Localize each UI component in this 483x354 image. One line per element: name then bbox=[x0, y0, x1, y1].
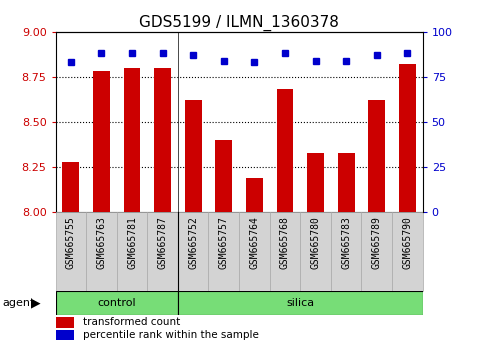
Text: GSM665764: GSM665764 bbox=[249, 216, 259, 269]
Text: control: control bbox=[98, 298, 136, 308]
Text: silica: silica bbox=[286, 298, 314, 308]
Bar bbox=[154, 68, 171, 212]
Bar bbox=[147, 212, 178, 291]
Bar bbox=[307, 153, 324, 212]
Bar bbox=[361, 212, 392, 291]
Text: GSM665790: GSM665790 bbox=[402, 216, 412, 269]
Bar bbox=[185, 100, 201, 212]
Bar bbox=[56, 212, 86, 291]
Bar bbox=[239, 212, 270, 291]
Text: GSM665755: GSM665755 bbox=[66, 216, 76, 269]
Text: GSM665757: GSM665757 bbox=[219, 216, 229, 269]
Text: percentile rank within the sample: percentile rank within the sample bbox=[83, 330, 259, 341]
Bar bbox=[117, 212, 147, 291]
Bar bbox=[399, 64, 416, 212]
Bar bbox=[56, 330, 74, 341]
Text: GSM665781: GSM665781 bbox=[127, 216, 137, 269]
Text: ▶: ▶ bbox=[31, 296, 41, 309]
Text: GSM665768: GSM665768 bbox=[280, 216, 290, 269]
Bar bbox=[392, 212, 423, 291]
Bar bbox=[56, 318, 74, 327]
Text: transformed count: transformed count bbox=[83, 318, 180, 327]
Bar bbox=[300, 212, 331, 291]
Bar bbox=[277, 90, 293, 212]
Bar bbox=[178, 291, 423, 315]
Bar bbox=[209, 212, 239, 291]
Text: GSM665763: GSM665763 bbox=[97, 216, 106, 269]
Bar bbox=[331, 212, 361, 291]
Bar bbox=[93, 72, 110, 212]
Text: GSM665789: GSM665789 bbox=[372, 216, 382, 269]
Bar bbox=[246, 178, 263, 212]
Bar bbox=[178, 212, 209, 291]
Title: GDS5199 / ILMN_1360378: GDS5199 / ILMN_1360378 bbox=[139, 14, 339, 30]
Text: GSM665780: GSM665780 bbox=[311, 216, 321, 269]
Text: agent: agent bbox=[2, 298, 35, 308]
Text: GSM665783: GSM665783 bbox=[341, 216, 351, 269]
Bar bbox=[270, 212, 300, 291]
Bar bbox=[215, 140, 232, 212]
Bar bbox=[86, 212, 117, 291]
Text: GSM665787: GSM665787 bbox=[157, 216, 168, 269]
Bar bbox=[56, 291, 178, 315]
Bar bbox=[124, 68, 141, 212]
Bar bbox=[338, 153, 355, 212]
Bar bbox=[369, 100, 385, 212]
Bar bbox=[62, 161, 79, 212]
Text: GSM665752: GSM665752 bbox=[188, 216, 198, 269]
